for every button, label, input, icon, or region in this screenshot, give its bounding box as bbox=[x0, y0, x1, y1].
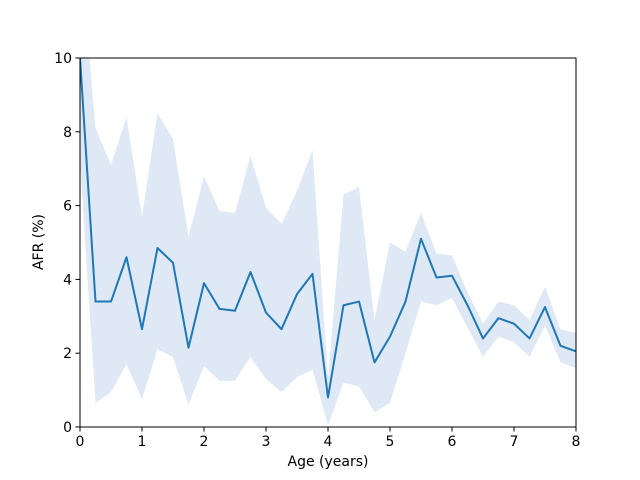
y-tick-label: 2 bbox=[63, 346, 72, 362]
x-tick-label: 3 bbox=[262, 434, 271, 450]
confidence-band bbox=[80, 58, 576, 426]
y-tick-label: 10 bbox=[54, 51, 72, 67]
y-tick-label: 8 bbox=[63, 125, 72, 141]
x-tick-label: 4 bbox=[324, 434, 333, 450]
x-tick-label: 1 bbox=[138, 434, 147, 450]
y-tick-label: 6 bbox=[63, 199, 72, 215]
afr-line bbox=[80, 58, 576, 399]
x-tick-label: 5 bbox=[386, 434, 395, 450]
y-tick-label: 0 bbox=[63, 420, 72, 436]
x-tick-label: 0 bbox=[76, 434, 85, 450]
y-axis-label: AFR (%) bbox=[31, 213, 47, 271]
x-tick-label: 8 bbox=[572, 434, 581, 450]
x-tick-label: 6 bbox=[448, 434, 457, 450]
x-axis-label: Age (years) bbox=[287, 454, 369, 470]
x-tick-label: 7 bbox=[510, 434, 519, 450]
x-tick-label: 2 bbox=[200, 434, 209, 450]
y-tick-label: 4 bbox=[63, 272, 72, 288]
